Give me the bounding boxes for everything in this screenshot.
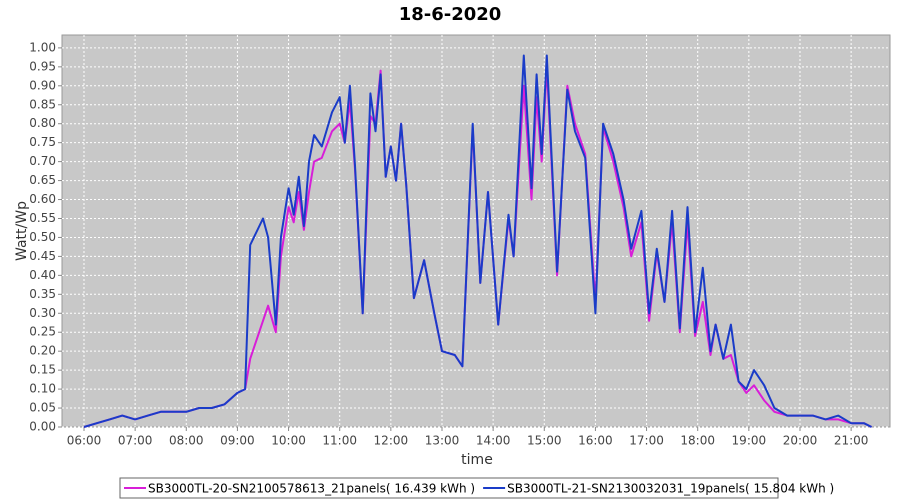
x-tick-label: 12:00: [374, 434, 409, 448]
legend-label: SB3000TL-21-SN2130032031_19panels( 15.80…: [507, 482, 834, 496]
y-tick-label: 0.60: [29, 192, 56, 206]
x-tick-label: 06:00: [67, 434, 102, 448]
y-tick-label: 0.90: [29, 78, 56, 92]
y-tick-label: 0.75: [29, 135, 56, 149]
plot-area: [61, 34, 891, 428]
y-tick-label: 0.70: [29, 154, 56, 168]
y-tick-label: 0.15: [29, 363, 56, 377]
x-tick-label: 08:00: [169, 434, 204, 448]
series-line: [83, 54, 873, 428]
x-tick-label: 09:00: [220, 434, 255, 448]
x-tick-label: 13:00: [425, 434, 460, 448]
x-tick-label: 17:00: [629, 434, 664, 448]
y-tick-label: 0.80: [29, 116, 56, 130]
y-tick-label: 0.50: [29, 230, 56, 244]
x-tick-label: 10:00: [271, 434, 306, 448]
x-axis-label: time: [461, 452, 493, 468]
x-tick-label: 20:00: [783, 434, 818, 448]
y-tick-label: 0.65: [29, 173, 56, 187]
y-tick-label: 0.85: [29, 97, 56, 111]
legend: [119, 477, 779, 499]
x-tick-label: 21:00: [834, 434, 869, 448]
x-tick-label: 19:00: [732, 434, 767, 448]
x-tick-label: 16:00: [578, 434, 613, 448]
y-tick-label: 0.55: [29, 211, 56, 225]
legend-label: SB3000TL-20-SN2100578613_21panels( 16.43…: [148, 482, 475, 496]
x-tick-label: 18:00: [680, 434, 715, 448]
y-tick-label: 0.45: [29, 249, 56, 263]
y-tick-label: 0.95: [29, 59, 56, 73]
y-tick-label: 0.40: [29, 268, 56, 282]
y-tick-label: 0.35: [29, 287, 56, 301]
y-tick-label: 0.25: [29, 325, 56, 339]
x-tick-label: 15:00: [527, 434, 562, 448]
y-tick-label: 0.05: [29, 401, 56, 415]
y-axis-label: Watt/Wp: [14, 201, 30, 261]
x-tick-label: 14:00: [476, 434, 511, 448]
x-tick-label: 07:00: [118, 434, 153, 448]
y-tick-label: 0.20: [29, 344, 56, 358]
y-tick-label: 1.00: [29, 40, 56, 54]
y-tick-label: 0.00: [29, 420, 56, 434]
y-tick-label: 0.10: [29, 382, 56, 396]
x-tick-label: 11:00: [322, 434, 357, 448]
y-tick-label: 0.30: [29, 306, 56, 320]
chart-title: 18-6-2020: [399, 4, 502, 25]
